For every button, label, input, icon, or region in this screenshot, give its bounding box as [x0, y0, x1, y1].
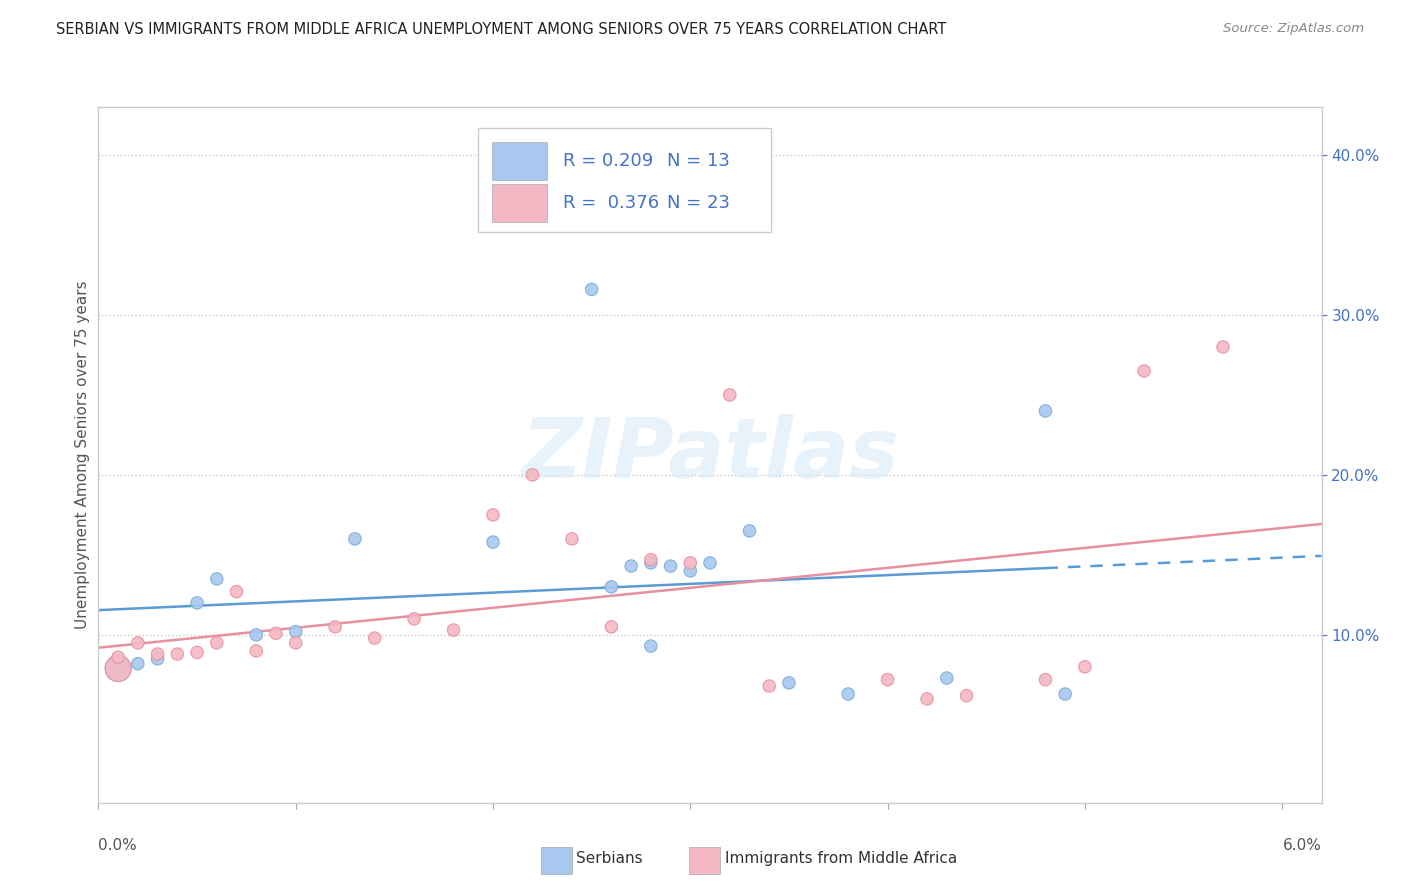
Point — [1054, 687, 1077, 701]
Text: R =  0.376: R = 0.376 — [564, 194, 659, 211]
Point — [1074, 660, 1097, 674]
Point — [1035, 404, 1057, 418]
Point — [166, 647, 188, 661]
Point — [482, 535, 505, 549]
Point — [107, 661, 129, 675]
Text: ZIPatlas: ZIPatlas — [522, 415, 898, 495]
FancyBboxPatch shape — [478, 128, 772, 232]
Point — [1212, 340, 1234, 354]
Point — [955, 689, 977, 703]
FancyBboxPatch shape — [492, 184, 547, 222]
Text: 6.0%: 6.0% — [1282, 838, 1322, 853]
Point — [363, 631, 385, 645]
Point — [482, 508, 505, 522]
Text: Immigrants from Middle Africa: Immigrants from Middle Africa — [725, 851, 957, 865]
Point — [245, 644, 267, 658]
Point — [738, 524, 761, 538]
Point — [600, 620, 623, 634]
Point — [640, 556, 662, 570]
Point — [659, 559, 682, 574]
Point — [758, 679, 780, 693]
Point — [127, 636, 149, 650]
Point — [522, 467, 544, 482]
Point — [443, 623, 465, 637]
Text: SERBIAN VS IMMIGRANTS FROM MIDDLE AFRICA UNEMPLOYMENT AMONG SENIORS OVER 75 YEAR: SERBIAN VS IMMIGRANTS FROM MIDDLE AFRICA… — [56, 22, 946, 37]
Point — [1035, 673, 1057, 687]
Point — [679, 556, 702, 570]
Point — [837, 687, 859, 701]
Text: Source: ZipAtlas.com: Source: ZipAtlas.com — [1223, 22, 1364, 36]
Point — [146, 647, 169, 661]
Text: N = 13: N = 13 — [668, 152, 730, 170]
Point — [225, 584, 247, 599]
Point — [1133, 364, 1156, 378]
Point — [107, 661, 129, 675]
Point — [186, 645, 208, 659]
Point — [264, 626, 287, 640]
Point — [146, 652, 169, 666]
Point — [915, 691, 938, 706]
Point — [718, 388, 741, 402]
Point — [581, 282, 603, 296]
Point — [876, 673, 898, 687]
Point — [205, 636, 228, 650]
Point — [284, 624, 307, 639]
Point — [561, 532, 583, 546]
FancyBboxPatch shape — [492, 142, 547, 180]
Text: 0.0%: 0.0% — [98, 838, 138, 853]
Point — [778, 676, 800, 690]
Point — [107, 650, 129, 665]
Point — [205, 572, 228, 586]
Point — [640, 639, 662, 653]
Point — [343, 532, 366, 546]
Point — [640, 552, 662, 566]
Y-axis label: Unemployment Among Seniors over 75 years: Unemployment Among Seniors over 75 years — [75, 281, 90, 629]
Point — [284, 636, 307, 650]
Point — [699, 556, 721, 570]
Text: N = 23: N = 23 — [668, 194, 730, 211]
Point — [127, 657, 149, 671]
Text: Serbians: Serbians — [576, 851, 643, 865]
Point — [620, 559, 643, 574]
Point — [600, 580, 623, 594]
Point — [323, 620, 346, 634]
Point — [245, 628, 267, 642]
Point — [186, 596, 208, 610]
Point — [404, 612, 426, 626]
Point — [679, 564, 702, 578]
Text: R = 0.209: R = 0.209 — [564, 152, 654, 170]
Point — [935, 671, 957, 685]
